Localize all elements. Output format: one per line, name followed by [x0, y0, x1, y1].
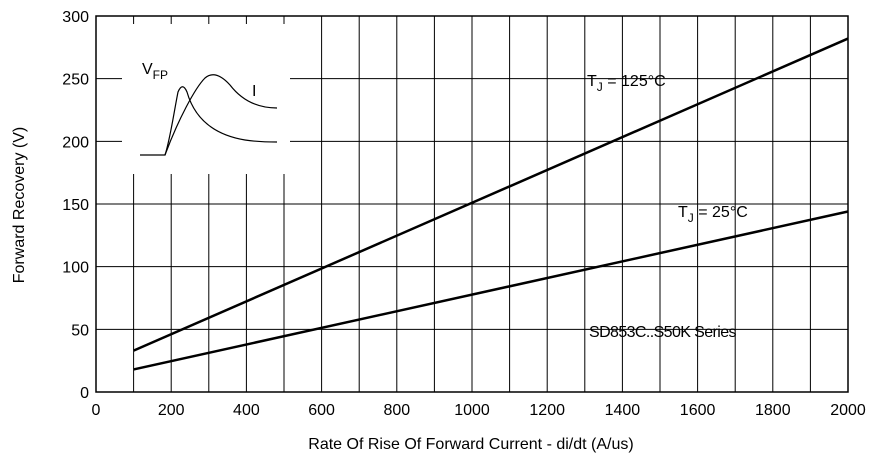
y-tick-label-300: 300	[62, 9, 89, 26]
x-tick-label-200: 200	[158, 402, 185, 419]
inset-voltage-curve	[140, 86, 278, 156]
x-axis-title: Rate Of Rise Of Forward Current - di/dt …	[308, 436, 633, 453]
y-tick-label-50: 50	[71, 322, 89, 339]
inset-current-curve	[164, 74, 278, 156]
y-tick-label-0: 0	[80, 385, 89, 402]
series-label-125c-main: T	[587, 73, 597, 90]
series-label-125c-rest: = 125°C	[603, 73, 666, 90]
series-line-25c	[133, 210, 849, 371]
series-lines	[133, 37, 849, 371]
series-annotation: SD853C..S50K Series	[589, 324, 737, 341]
inset-waveform: VFP I	[140, 61, 278, 156]
x-tick-label-600: 600	[308, 402, 335, 419]
y-axis-title: Forward Recovery (V)	[11, 127, 28, 283]
inset-background	[122, 24, 290, 174]
x-tick-label-1800: 1800	[755, 402, 791, 419]
series-label-25c-rest: = 25°C	[694, 204, 748, 221]
x-tick-label-2000: 2000	[830, 402, 866, 419]
x-tick-label-1600: 1600	[680, 402, 716, 419]
inset-voltage-label: VFP	[142, 61, 168, 82]
series-label-25c: TJ = 25°C	[678, 204, 748, 225]
x-tick-label-1000: 1000	[454, 402, 490, 419]
x-tick-label-400: 400	[233, 402, 260, 419]
x-tick-label-800: 800	[383, 402, 410, 419]
y-tick-label-100: 100	[62, 260, 89, 277]
y-tick-label-250: 250	[62, 72, 89, 89]
series-label-125c-sub: J	[597, 80, 603, 94]
y-tick-label-150: 150	[62, 197, 89, 214]
x-tick-label-1200: 1200	[529, 402, 565, 419]
x-tick-label-1400: 1400	[605, 402, 641, 419]
x-tick-labels: 0 200 400 600 800 1000 1200 1400 1600 1800 2000	[92, 402, 866, 419]
series-label-25c-main: T	[678, 204, 688, 221]
y-tick-labels: 0 50 100 150 200 250 300	[62, 9, 89, 402]
inset-voltage-label-main: V	[142, 61, 153, 78]
y-tick-label-200: 200	[62, 134, 89, 151]
series-label-25c-sub: J	[688, 211, 694, 225]
x-tick-label-0: 0	[92, 402, 101, 419]
inset-voltage-label-sub: FP	[153, 68, 168, 82]
inset-current-label: I	[252, 83, 256, 100]
series-line-125c	[133, 37, 849, 352]
plot-frame	[95, 15, 849, 393]
series-label-125c: TJ = 125°C	[587, 73, 666, 94]
